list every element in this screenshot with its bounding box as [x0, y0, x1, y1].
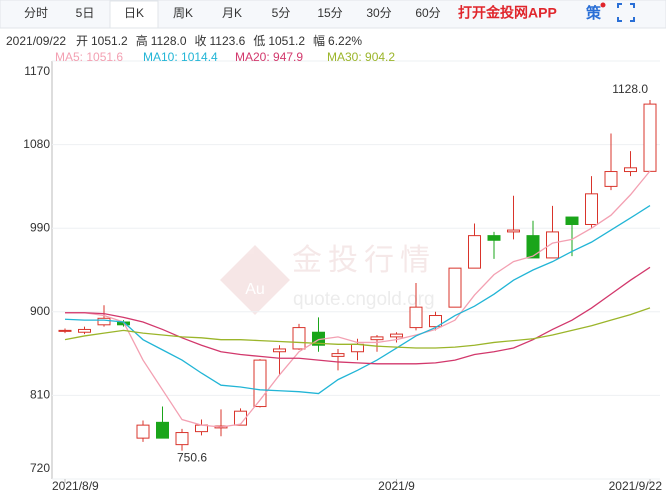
quote-date: 2021/09/22 — [6, 34, 66, 48]
y-tick-label: 1170 — [24, 64, 50, 78]
candle-body — [487, 235, 501, 241]
candle-body — [253, 359, 267, 408]
candle-body — [370, 336, 384, 341]
candle-body — [546, 231, 559, 259]
watermark-url: quote.cngold.org — [293, 289, 435, 310]
candle-body — [565, 216, 579, 225]
watermark: Au 金投行情 quote.cngold.org — [220, 244, 436, 315]
candle-body — [585, 193, 598, 225]
ma-line — [65, 170, 651, 428]
candle-body — [643, 103, 657, 172]
ma-line — [65, 266, 651, 365]
candle-body — [604, 171, 618, 187]
notice-dot — [600, 2, 606, 8]
fullscreen-button[interactable] — [617, 3, 635, 22]
y-tick-label: 810 — [30, 388, 50, 402]
quote-label: 低 — [253, 34, 265, 48]
strategy-button[interactable]: 策 — [585, 4, 602, 22]
candle-body — [351, 343, 364, 353]
legend-entry: MA10: 1014.4 — [143, 50, 218, 64]
quote-label: 高 — [136, 33, 148, 48]
quote-label: 收 — [195, 34, 207, 48]
candle-body — [429, 315, 442, 328]
candle-body — [136, 424, 150, 439]
candle-body — [292, 327, 306, 350]
candle-body — [97, 317, 111, 326]
tab[interactable]: 5日 — [76, 6, 95, 20]
quote-label: 开 — [76, 34, 88, 48]
candle-body — [58, 329, 72, 332]
quote-value: 1051.2 — [268, 34, 305, 48]
candle-body — [526, 235, 540, 259]
quote-value: 1128.0 — [151, 34, 187, 48]
tab[interactable]: 5分 — [272, 6, 291, 20]
y-tick-label: 720 — [30, 461, 50, 475]
candle-body — [156, 421, 169, 439]
tab[interactable]: 周K — [173, 6, 193, 20]
x-tick-label: 2021/8/9 — [52, 479, 99, 492]
active-tab — [109, 0, 159, 29]
quote-value: 1051.2 — [91, 34, 128, 48]
candle-body — [390, 333, 403, 338]
tab[interactable]: 30分 — [366, 6, 391, 20]
watermark-brand: 金投行情 — [292, 244, 436, 277]
ma-line — [64, 307, 651, 349]
extreme-label: 750.6 — [177, 451, 207, 465]
candle-body — [448, 267, 462, 308]
tab[interactable]: 日K — [124, 6, 144, 20]
quote-value: 6.22% — [328, 34, 362, 48]
tab[interactable]: 15分 — [317, 6, 342, 20]
x-tick-label: 2021/9 — [378, 479, 415, 492]
watermark-logo-text: Au — [245, 281, 265, 298]
y-tick-label: 1080 — [23, 137, 50, 151]
legend-entry: MA20: 947.9 — [235, 50, 303, 64]
candle-body — [624, 167, 637, 173]
candle-body — [78, 328, 91, 333]
candle-body — [468, 235, 481, 269]
candle-body — [331, 353, 345, 357]
candle-body — [409, 306, 423, 329]
ma-line — [64, 204, 651, 395]
y-tick-label: 900 — [30, 304, 50, 318]
legend-entry: MA5: 1051.6 — [55, 50, 123, 64]
x-tick-label: 2021/9/22 — [609, 479, 663, 492]
tab[interactable]: 月K — [222, 6, 242, 20]
app-link[interactable]: 打开金投网APP — [458, 5, 557, 21]
legend-entry: MA30: 904.2 — [327, 50, 395, 64]
y-tick-label: 990 — [30, 220, 50, 234]
tab[interactable]: 分时 — [24, 6, 48, 20]
extreme-label: 1128.0 — [612, 82, 648, 96]
quote-value: 1123.6 — [210, 34, 246, 48]
candle-body — [273, 348, 286, 353]
candle-body — [507, 229, 520, 233]
tab[interactable]: 60分 — [415, 6, 440, 20]
watermark-logo — [220, 245, 290, 315]
candle-body — [234, 410, 247, 426]
quote-label: 幅 — [313, 33, 325, 48]
candle-body — [175, 432, 189, 446]
